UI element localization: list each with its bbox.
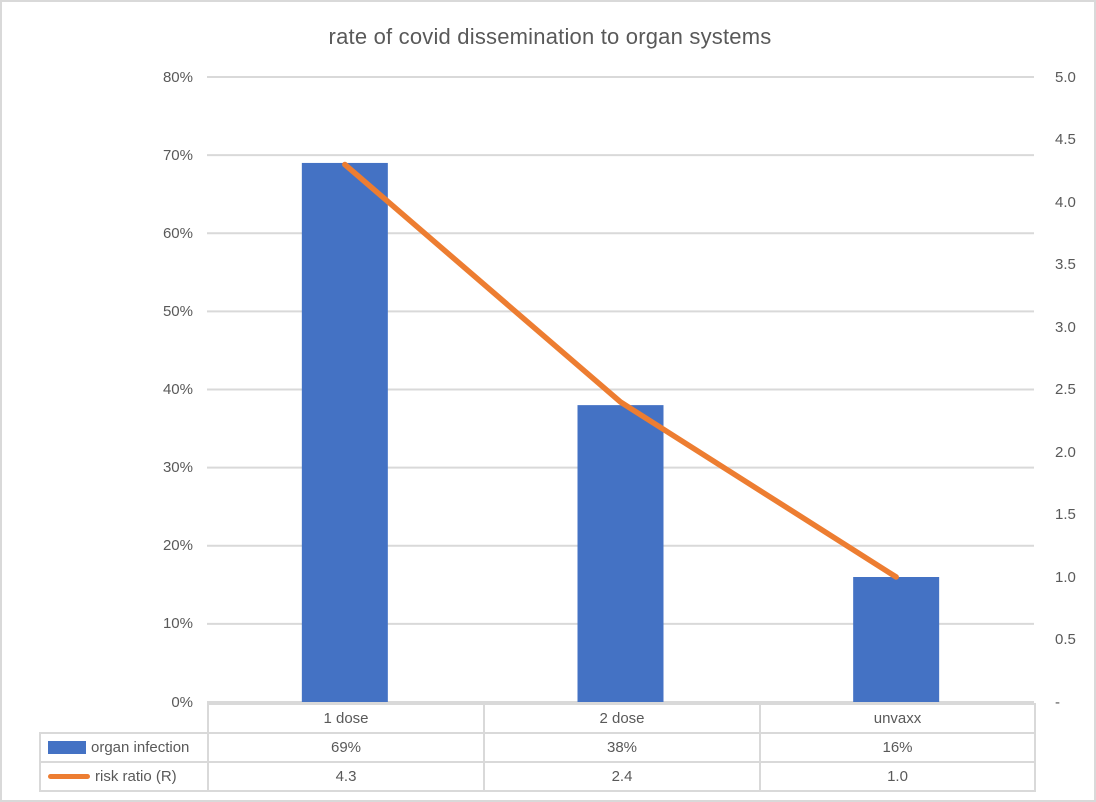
left-axis-tick-label: 30% (162, 459, 193, 477)
legend-cell: organ infection (39, 732, 209, 763)
value-cell: 1.0 (759, 761, 1036, 792)
right-axis-tick-label: 3.0 (1055, 318, 1076, 336)
left-axis-tick-label: 0% (171, 693, 193, 711)
chart-title: rate of covid dissemination to organ sys… (328, 24, 772, 49)
bar-2-dose (577, 405, 664, 702)
right-axis-tick-label: 1.0 (1055, 568, 1076, 586)
value-cell: 4.3 (207, 761, 485, 792)
table-corner-cell (40, 704, 208, 733)
right-axis-tick-label: 4.0 (1055, 193, 1076, 211)
category-header-cell: unvaxx (759, 703, 1036, 734)
right-axis-tick-label: 2.5 (1055, 381, 1076, 398)
value-cell: 2.4 (483, 761, 761, 792)
right-axis-tick-label: 5.0 (1055, 68, 1076, 86)
table-row: risk ratio (R) 4.3 2.4 1.0 (39, 761, 1036, 792)
left-axis-tick-label: 60% (162, 224, 193, 242)
right-axis-tick-label: 0.5 (1055, 631, 1076, 648)
category-header-cell: 1 dose (207, 703, 485, 734)
right-axis-tick-label: 1.5 (1055, 506, 1076, 523)
bar-1-dose (301, 162, 388, 702)
bar-unvaxx (853, 577, 940, 702)
line-series-swatch-icon (48, 774, 90, 779)
category-header-cell: 2 dose (483, 703, 761, 734)
risk-ratio-line (342, 161, 899, 580)
series-name-label: organ infection (91, 739, 190, 756)
left-axis-tick-label: 70% (162, 146, 193, 164)
left-axis-tick-label: 20% (162, 537, 193, 555)
left-axis-tick-label: 50% (162, 302, 193, 320)
chart-data-table: 1 dose 2 dose unvaxx organ infection 69% 38% 1… (39, 703, 1036, 792)
right-axis-tick-label: - (1055, 693, 1060, 711)
value-cell: 38% (483, 732, 761, 763)
left-axis-tick-label: 80% (162, 68, 193, 86)
table-row: organ infection 69% 38% 16% (39, 732, 1036, 763)
legend-cell: risk ratio (R) (39, 761, 209, 792)
series-name-label: risk ratio (R) (95, 768, 177, 785)
left-axis-tick-label: 40% (162, 381, 193, 398)
table-row: 1 dose 2 dose unvaxx (40, 703, 1036, 734)
right-axis-tick-label: 2.0 (1055, 443, 1076, 461)
value-cell: 69% (207, 732, 485, 763)
right-axis-tick-label: 4.5 (1055, 131, 1076, 148)
left-axis-tick-label: 10% (162, 615, 193, 633)
bar-series-swatch-icon (48, 741, 86, 754)
right-axis-tick-label: 3.5 (1055, 256, 1076, 273)
value-cell: 16% (759, 732, 1036, 763)
